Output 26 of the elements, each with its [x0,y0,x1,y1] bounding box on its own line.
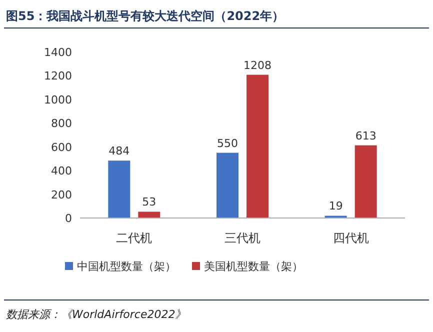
y-tick-label: 600 [51,140,72,154]
y-tick-label: 1200 [44,70,72,83]
legend-label: 美国机型数量（架） [204,260,303,273]
data-label: 1208 [244,58,272,72]
data-label: 550 [217,136,238,150]
bar [138,212,160,218]
data-label: 484 [108,144,130,158]
y-tick-label: 200 [51,188,72,202]
x-tick-label: 四代机 [332,231,369,245]
y-tick-label: 0 [65,212,72,225]
x-tick-label: 三代机 [224,231,260,245]
x-tick-label: 二代机 [116,231,152,245]
data-label: 53 [142,196,156,209]
bar [354,145,377,218]
y-tick-label: 1000 [44,93,72,106]
bar [108,160,130,218]
y-tick-label: 400 [51,164,72,178]
chart-title: 图55：我国战斗机型号有较大迭代空间（2022年） [6,9,284,23]
source-note: 数据来源：《WorldAirforce2022》 [6,308,186,321]
bar [246,74,268,218]
bar [216,152,238,218]
data-label: 613 [355,129,376,142]
y-tick-label: 1400 [44,46,72,59]
data-label: 19 [328,200,343,213]
y-tick-label: 800 [51,117,72,130]
legend-label: 中国机型数量（架） [77,260,176,273]
